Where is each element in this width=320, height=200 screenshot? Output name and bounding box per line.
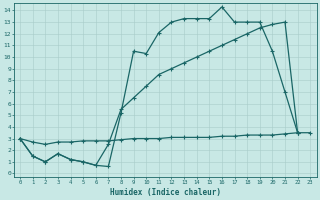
X-axis label: Humidex (Indice chaleur): Humidex (Indice chaleur): [110, 188, 220, 197]
